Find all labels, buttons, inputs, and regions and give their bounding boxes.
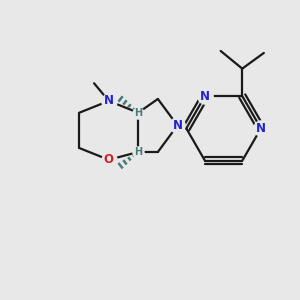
Text: H: H xyxy=(134,108,142,118)
Text: N: N xyxy=(200,90,210,103)
Text: N: N xyxy=(172,119,182,132)
Text: O: O xyxy=(104,153,114,166)
Text: H: H xyxy=(134,147,142,157)
Text: N: N xyxy=(256,122,266,135)
Text: N: N xyxy=(104,94,114,107)
